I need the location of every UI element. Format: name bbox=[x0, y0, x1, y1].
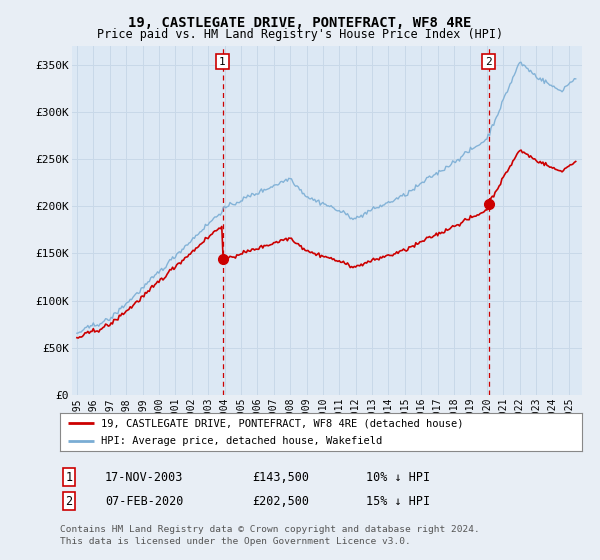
Text: Price paid vs. HM Land Registry's House Price Index (HPI): Price paid vs. HM Land Registry's House … bbox=[97, 28, 503, 41]
Text: 19, CASTLEGATE DRIVE, PONTEFRACT, WF8 4RE: 19, CASTLEGATE DRIVE, PONTEFRACT, WF8 4R… bbox=[128, 16, 472, 30]
Text: £143,500: £143,500 bbox=[252, 470, 309, 484]
Text: £202,500: £202,500 bbox=[252, 494, 309, 508]
Text: This data is licensed under the Open Government Licence v3.0.: This data is licensed under the Open Gov… bbox=[60, 537, 411, 546]
Text: Contains HM Land Registry data © Crown copyright and database right 2024.: Contains HM Land Registry data © Crown c… bbox=[60, 525, 480, 534]
Text: HPI: Average price, detached house, Wakefield: HPI: Average price, detached house, Wake… bbox=[101, 436, 382, 446]
Text: 19, CASTLEGATE DRIVE, PONTEFRACT, WF8 4RE (detached house): 19, CASTLEGATE DRIVE, PONTEFRACT, WF8 4R… bbox=[101, 418, 463, 428]
Text: 2: 2 bbox=[65, 494, 73, 508]
Text: 10% ↓ HPI: 10% ↓ HPI bbox=[366, 470, 430, 484]
Text: 2: 2 bbox=[485, 57, 492, 67]
Text: 07-FEB-2020: 07-FEB-2020 bbox=[105, 494, 184, 508]
Text: 15% ↓ HPI: 15% ↓ HPI bbox=[366, 494, 430, 508]
Text: 1: 1 bbox=[65, 470, 73, 484]
Text: 1: 1 bbox=[219, 57, 226, 67]
Text: 17-NOV-2003: 17-NOV-2003 bbox=[105, 470, 184, 484]
